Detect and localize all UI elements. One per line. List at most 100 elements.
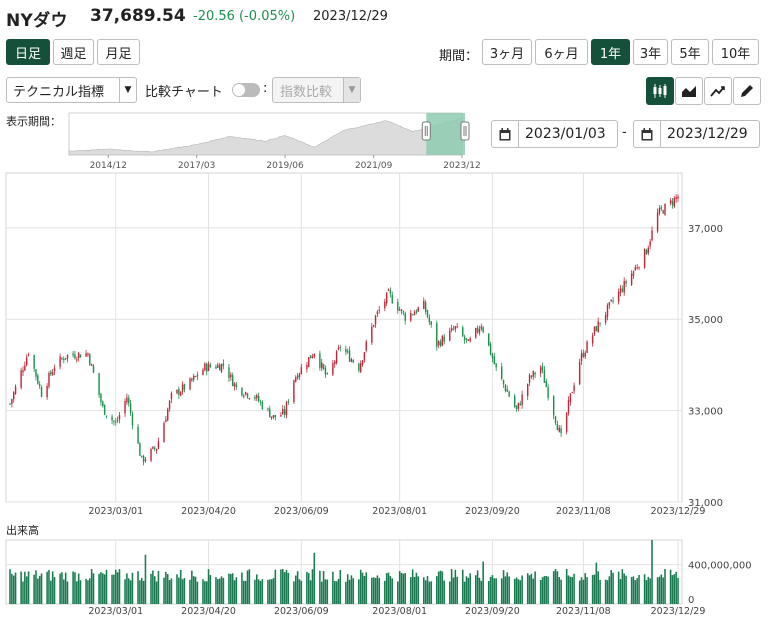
period-button-3m[interactable]: 3ヶ月 [482, 39, 532, 65]
volume-x-tick-label: 2023/06/09 [274, 606, 329, 617]
candle-body [89, 354, 91, 365]
period-button-5y[interactable]: 5年 [671, 39, 709, 65]
period-button-3y[interactable]: 3年 [633, 39, 668, 65]
candle-body [218, 364, 221, 371]
volume-bar [38, 575, 41, 604]
technical-indicator-select-label: テクニカル指標 [13, 84, 105, 100]
candle-body [77, 352, 80, 359]
candle-body [632, 271, 635, 276]
range-start-date[interactable]: 2023/01/03 [491, 120, 618, 148]
range-end-value: 2023/12/29 [667, 126, 748, 142]
volume-bar [179, 569, 182, 604]
volume-bar [61, 572, 63, 604]
candle-body [517, 402, 520, 409]
candle-body [439, 341, 442, 346]
candle-body [476, 327, 479, 332]
period-button-10y[interactable]: 10年 [712, 39, 759, 65]
volume-bar [487, 580, 490, 604]
volume-bar [410, 577, 412, 604]
candle-body [482, 327, 484, 333]
candle-body [270, 416, 273, 419]
volume-bar [371, 577, 373, 604]
range-navigator[interactable]: 2014/12 2017/03 2019/06 2021/09 2023/12 [68, 112, 481, 171]
price-y-tick-label: 35,000 [688, 315, 723, 326]
interval-button-daily[interactable]: 日足 [6, 39, 50, 65]
navigator-handle-right [460, 121, 470, 141]
draw-tool-button[interactable] [733, 77, 761, 105]
candle-body [428, 317, 431, 323]
candle-body [308, 357, 310, 367]
candlestick-style-button[interactable] [646, 77, 674, 105]
volume-bar [632, 576, 635, 604]
volume-bar [384, 580, 386, 604]
candle-body [526, 383, 529, 397]
candle-body [126, 397, 128, 403]
candle-body [530, 375, 533, 378]
area-style-button[interactable] [675, 77, 703, 105]
candle-body [157, 441, 160, 449]
volume-bar [74, 572, 76, 604]
candle-body [515, 405, 518, 410]
volume-bar [504, 576, 507, 604]
instrument-name: NYダウ [6, 11, 68, 31]
candle-body [571, 392, 573, 394]
volume-bar [53, 577, 56, 604]
period-button-6m[interactable]: 6ヶ月 [535, 39, 588, 65]
volume-bar [165, 571, 167, 604]
volume-bar [424, 580, 427, 604]
candle-body [352, 360, 354, 363]
volume-label: 出来高 [6, 524, 39, 537]
candle-body [424, 302, 427, 312]
volume-bar [152, 570, 154, 604]
volume-bar [398, 571, 401, 604]
interval-button-monthly[interactable]: 月足 [97, 39, 140, 65]
candle-body [85, 353, 87, 357]
candle-body [662, 210, 664, 214]
interval-button-weekly[interactable]: 週足 [53, 39, 94, 65]
volume-bar [87, 580, 89, 604]
range-separator: - [622, 125, 627, 140]
volume-bar [482, 561, 484, 604]
volume-bar [623, 573, 625, 604]
candle-body [465, 338, 468, 340]
volume-bar [565, 569, 568, 604]
line-style-button[interactable] [704, 77, 732, 105]
candle-body [295, 377, 297, 382]
pen-icon [741, 85, 753, 97]
volume-x-tick-label: 2023/04/20 [181, 606, 236, 617]
candle-body [337, 347, 340, 350]
technical-indicator-select[interactable]: テクニカル指標 ▼ [6, 77, 137, 103]
index-compare-select[interactable]: 指数比較 ▼ [272, 77, 361, 103]
candle-body [241, 387, 243, 396]
volume-bar [578, 580, 581, 604]
candle-body [332, 363, 334, 375]
candle-body [324, 367, 327, 375]
candle-body [547, 386, 549, 398]
volume-bar [521, 575, 523, 604]
volume-bar [348, 579, 351, 604]
candle-body [313, 353, 316, 357]
volume-bar [547, 576, 549, 604]
range-end-date[interactable]: 2023/12/29 [633, 120, 760, 148]
volume-bar [677, 577, 679, 604]
candle-body [287, 401, 290, 403]
candle-body [66, 354, 69, 359]
navigator-selection [426, 113, 466, 155]
compare-toggle[interactable] [232, 83, 260, 97]
candle-body [163, 422, 165, 443]
volume-bar [166, 574, 169, 604]
volume-bar [101, 573, 104, 604]
candle-body [675, 197, 677, 200]
candle-body [480, 326, 483, 329]
volume-bar [519, 580, 522, 604]
candle-body [656, 212, 659, 232]
candle-body [167, 409, 169, 421]
volume-bar [649, 578, 651, 604]
candle-body [677, 196, 679, 199]
volume-bar [105, 569, 108, 604]
calendar-icon [634, 121, 661, 147]
volume-bar [92, 573, 95, 604]
period-button-1y[interactable]: 1年 [591, 39, 630, 65]
volume-bar [307, 573, 310, 604]
volume-bar [153, 576, 156, 604]
